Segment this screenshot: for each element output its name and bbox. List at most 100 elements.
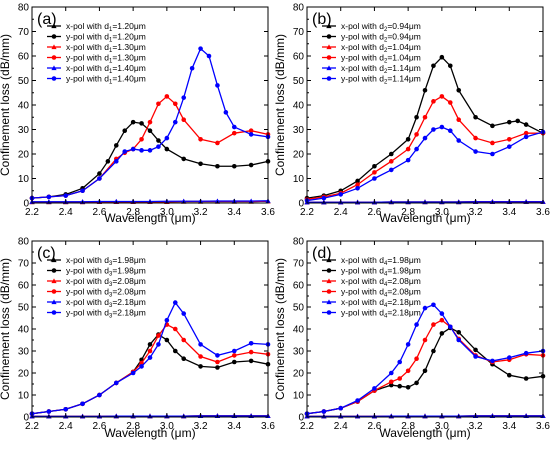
data-point [473,135,478,141]
y-axis-label: Confinement loss (dB/mm) [0,34,12,176]
y-tick-label: 10 [293,174,305,185]
legend-entry: y-pol with d2=1.14μm [341,74,421,86]
y-tick-label: 30 [18,347,30,358]
data-point [473,149,478,154]
x-tick-label: 3.6 [536,421,550,432]
data-point [414,114,419,120]
x-tick-label: 3.2 [194,421,208,432]
data-point [97,176,102,181]
data-point [523,350,529,356]
data-point [338,192,344,197]
data-point [248,358,254,364]
y-tick-label: 60 [18,281,30,292]
x-tick-label: 2.4 [59,421,73,432]
series-group [304,302,546,419]
x-tick-label: 2.6 [92,421,106,432]
data-point [372,176,377,181]
data-point [447,128,453,134]
y-tick-label: 60 [293,52,305,63]
legend-marker [51,299,57,305]
legend-entry: x-pol with d1=1.40μm [66,63,146,75]
data-point [431,302,436,308]
data-point [515,118,521,124]
legend-marker [326,310,332,315]
x-tick-label: 3.4 [227,207,241,218]
data-point [198,161,203,167]
legend-entry: x-pol with d2=1.04μm [341,42,421,54]
data-point [215,365,220,370]
data-point [422,368,428,374]
data-point [80,188,85,194]
data-point [506,119,512,125]
data-point [397,359,403,365]
y-tick-label: 20 [293,369,305,380]
data-point [139,148,144,153]
x-tick-label: 3.6 [536,207,550,218]
x-tick-label: 3.2 [469,207,483,218]
legend-entry: x-pol with d4=2.18μm [341,297,421,309]
x-tick-label: 2.6 [92,207,106,218]
data-point [113,143,119,148]
data-point [172,119,178,125]
data-point [506,137,512,142]
data-point [414,356,419,362]
data-point [355,178,360,184]
legend-entry: y-pol with d4=2.18μm [341,308,421,320]
data-point [422,337,428,343]
data-point [388,379,394,385]
y-tick-label: 50 [18,303,30,314]
data-point [431,63,436,69]
data-point [46,409,52,414]
data-point [215,163,220,169]
legend-entry: x-pol with d2=1.14μm [341,63,421,75]
legend-marker [326,299,332,305]
data-point [473,347,478,353]
y-tick-label: 30 [293,347,305,358]
legend-entry: x-pol with d1=1.20μm [66,21,146,33]
data-point [397,383,403,389]
legend-marker [326,23,332,29]
x-tick-label: 3.2 [469,421,483,432]
chart-panel-2: 2.2 2.4 2.6 2.8 3.0 3.2 3.4 3.6 0 10 20 30 40 50 60 70 8… [0,237,275,441]
legend-entry: y-pol with d3=2.08μm [66,287,146,299]
y-tick-label: 40 [293,101,305,112]
data-point [431,322,436,327]
data-point [388,370,394,376]
data-point [355,182,360,187]
data-point [156,138,161,143]
legend-entry: y-pol with d4=2.08μm [341,287,421,299]
x-tick-label: 3.0 [435,421,449,432]
x-tick-label: 2.8 [401,207,415,218]
data-point [456,337,462,343]
data-point [214,198,221,204]
data-point [215,83,220,88]
legend-entry: y-pol with d1=1.40μm [66,74,146,86]
data-point [431,99,436,104]
x-tick-label: 3.4 [227,421,241,432]
x-axis-label: Wavelength (μm) [379,426,470,440]
data-point [63,407,69,412]
series-line-5 [31,301,269,415]
data-point [506,144,512,149]
data-point [164,146,170,152]
data-point [447,100,453,105]
data-point [113,380,119,386]
data-point [248,132,254,137]
data-point [215,353,220,358]
legend-entry: y-pol with d3=1.98μm [66,266,146,278]
data-point [198,137,203,142]
data-point [147,355,153,360]
y-tick-label: 50 [18,76,30,87]
data-point [473,114,478,120]
x-axis-label: Wavelength (μm) [104,426,195,440]
data-point [523,122,529,127]
y-tick-label: 20 [293,150,305,161]
data-point [422,88,428,93]
y-tick-label: 70 [18,259,30,270]
data-point [181,95,187,100]
legend-marker [51,34,57,39]
data-point [422,135,428,141]
